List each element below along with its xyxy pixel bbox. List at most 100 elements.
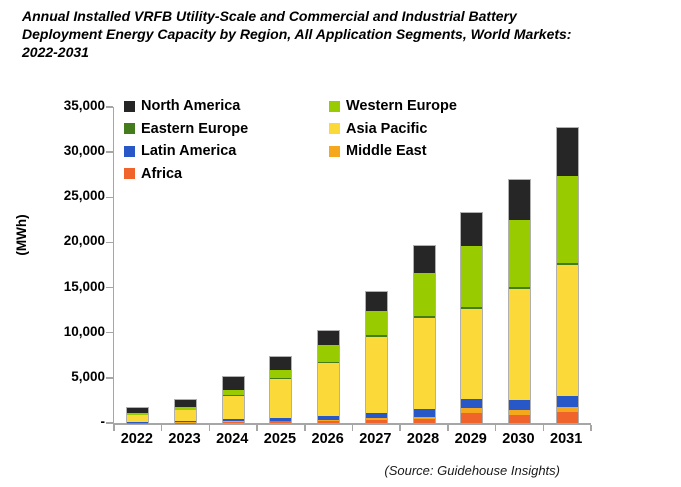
x-tick-label-2026: 2026 [311, 431, 344, 447]
bar-segment-north-america [461, 212, 483, 247]
bar-2025 [269, 356, 293, 423]
y-axis-tick [106, 196, 113, 199]
bar-segment-western-europe [461, 246, 483, 307]
bar-segment-asia-pacific [270, 379, 292, 419]
bar-2028 [412, 244, 436, 423]
bar-segment-north-america [365, 291, 387, 311]
bar-segment-north-america [270, 357, 292, 371]
legend-label: North America [141, 98, 241, 115]
bar-segment-western-europe [270, 370, 292, 379]
bar-segment-asia-pacific [508, 289, 530, 400]
bar-segment-asia-pacific [127, 415, 149, 423]
x-tick-label-2024: 2024 [216, 431, 249, 447]
bar-segment-latin-america [413, 408, 435, 417]
y-axis-tick [106, 241, 113, 244]
bar-segment-north-america [508, 179, 530, 220]
y-tick-label: 15,000 [63, 278, 105, 294]
x-tick-label-2031: 2031 [550, 431, 583, 447]
bar-2030 [507, 178, 531, 423]
bar-2031 [555, 126, 579, 423]
bar-2023 [174, 399, 198, 423]
bar-segment-eastern-europe [413, 316, 435, 319]
x-axis-tick [304, 425, 306, 431]
legend-item-latin-america: Latin America [124, 143, 329, 159]
bar-segment-western-europe [508, 219, 530, 288]
x-axis-tick [351, 425, 354, 431]
bar-segment-africa [556, 412, 578, 423]
legend-label: Latin America [141, 143, 237, 160]
bar-segment-western-europe [413, 272, 435, 317]
bar-segment-latin-america [461, 399, 483, 409]
bar-segment-africa [222, 421, 244, 423]
y-tick-label: 35,000 [63, 98, 105, 113]
bar-segment-eastern-europe [222, 395, 244, 396]
bar-segment-latin-america [365, 412, 387, 418]
legend-item-eastern-europe: Eastern Europe [124, 121, 329, 137]
legend-item-western-europe: Western Europe [329, 98, 554, 114]
y-tick-label: 10,000 [63, 323, 105, 339]
bar-segment-latin-america [318, 415, 340, 420]
bar-segment-western-europe [556, 176, 578, 264]
legend-swatch-icon [124, 168, 135, 180]
legend-swatch-icon [124, 145, 135, 157]
bar-segment-latin-america [222, 419, 244, 422]
bar-2026 [317, 330, 341, 423]
bar-segment-africa [270, 421, 292, 423]
legend-swatch-icon [329, 145, 340, 157]
bar-segment-north-america [222, 376, 244, 390]
legend-swatch-icon [124, 100, 135, 112]
bar-segment-middle-east [318, 419, 340, 421]
bar-segment-latin-america [270, 418, 292, 421]
bar-segment-western-europe [222, 389, 244, 396]
bar-segment-africa [318, 420, 340, 423]
bar-segment-asia-pacific [413, 318, 435, 409]
bar-segment-africa [461, 413, 483, 423]
bar-segment-eastern-europe [270, 378, 292, 380]
x-tick-label-2022: 2022 [120, 431, 153, 447]
bar-segment-western-europe [127, 412, 149, 415]
bar-segment-latin-america [508, 399, 530, 411]
bar-segment-asia-pacific [318, 363, 340, 416]
bar-segment-africa [413, 419, 435, 423]
x-axis-tick [590, 425, 592, 431]
bar-segment-asia-pacific [556, 265, 578, 396]
x-axis-tick [113, 425, 115, 431]
chart-title: Annual Installed VRFB Utility-Scale and … [22, 8, 572, 61]
bar-2027 [364, 290, 388, 423]
x-axis-tick [208, 425, 211, 431]
y-axis-tick [106, 331, 113, 334]
bar-segment-western-europe [175, 407, 197, 410]
x-axis-tick [256, 425, 258, 431]
y-axis-tick [106, 422, 113, 424]
x-tick-label-2023: 2023 [168, 431, 201, 447]
source-note: (Source: Guidehouse Insights) [384, 463, 560, 478]
y-tick-label: - [100, 414, 106, 429]
bar-segment-africa [508, 414, 530, 423]
bar-segment-asia-pacific [175, 410, 197, 422]
bar-segment-latin-america [175, 421, 197, 423]
legend-label: Western Europe [346, 98, 457, 115]
legend-label: Middle East [346, 143, 427, 160]
legend-item-north-america: North America [124, 98, 329, 114]
x-axis-tick [542, 425, 545, 431]
bar-segment-africa [365, 420, 387, 423]
legend-label: Africa [141, 165, 183, 182]
bar-segment-middle-east [365, 417, 387, 421]
legend-item-africa: Africa [124, 166, 329, 182]
legend-swatch-icon [329, 100, 340, 112]
y-axis-tick [106, 151, 113, 153]
legend-swatch-icon [124, 123, 135, 135]
y-tick-label: 30,000 [63, 143, 105, 159]
x-axis-tick [494, 425, 497, 431]
bar-2022 [126, 406, 150, 423]
bar-segment-eastern-europe [318, 361, 340, 364]
bar-segment-western-europe [365, 310, 387, 336]
bar-segment-eastern-europe [556, 263, 578, 266]
bar-segment-eastern-europe [508, 287, 530, 290]
bar-segment-middle-east [270, 420, 292, 422]
x-tick-label-2027: 2027 [359, 431, 392, 447]
bar-segment-eastern-europe [365, 335, 387, 338]
bar-segment-north-america [318, 331, 340, 346]
bar-segment-latin-america [556, 395, 578, 407]
legend-swatch-icon [329, 123, 340, 135]
